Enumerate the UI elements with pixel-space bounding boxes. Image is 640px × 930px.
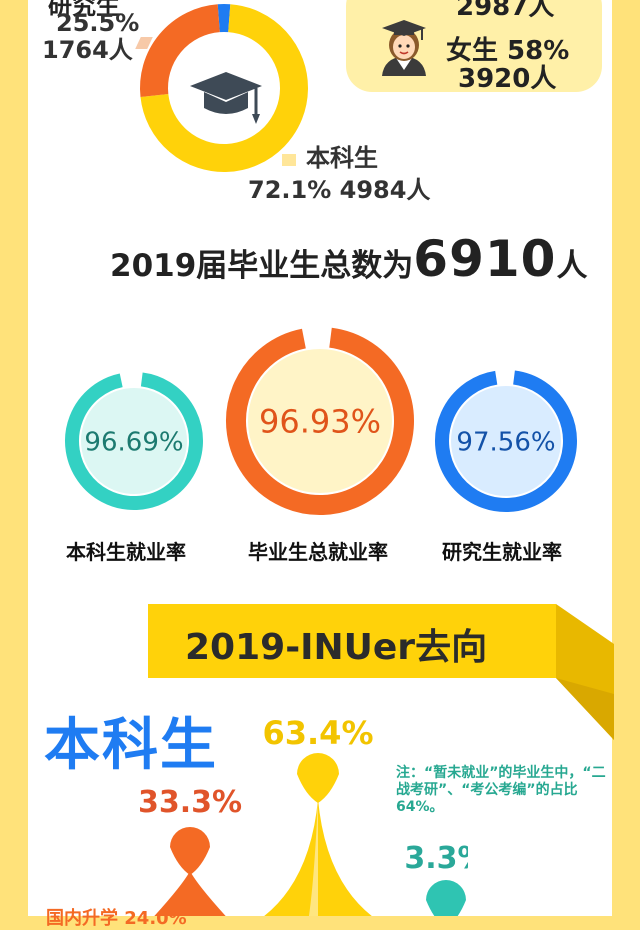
graduation-cap-icon <box>186 62 266 132</box>
total-prefix: 2019届毕业生总数为 <box>110 248 413 284</box>
bachelor-pointer <box>282 154 296 166</box>
female-graduate-icon <box>376 14 432 76</box>
destination-pin-0 <box>170 827 210 875</box>
destination-chart: 33.3% 63.4% 3.3% <box>28 710 468 916</box>
employment-rate-rings: 96.69% 96.93% 97.56% <box>28 320 612 520</box>
total-suffix: 人 <box>556 248 587 284</box>
rate-value-2: 97.56% <box>456 427 555 457</box>
masters-pct: 25.5% <box>56 9 139 37</box>
masters-rate-label: 研究生就业率 <box>442 536 562 565</box>
bachelor-stat: 72.1% 4984人 <box>248 176 430 204</box>
bachelor-rate-label: 本科生就业率 <box>66 536 186 565</box>
total-graduates-line: 2019届毕业生总数为6910人 <box>110 230 587 288</box>
total-number: 6910 <box>413 230 556 288</box>
total-rate-label: 毕业生总就业率 <box>248 536 388 565</box>
female-count: 3920人 <box>458 58 556 95</box>
domestic-study-label: 国内升学 24.0% <box>46 904 187 930</box>
destination-value-1: 63.4% <box>262 714 373 752</box>
rate-value-0: 96.69% <box>84 427 183 457</box>
bachelor-label: 本科生 <box>306 144 378 172</box>
masters-count: 1764人 <box>42 36 133 64</box>
destination-pin-2 <box>426 880 466 916</box>
rate-value-1: 96.93% <box>259 403 381 441</box>
destination-value-2: 3.3% <box>404 841 468 876</box>
banner-title: 2019-INUer去向 <box>185 618 487 670</box>
destination-value-0: 33.3% <box>138 785 242 820</box>
male-count: 2987人 <box>456 0 554 23</box>
destination-pin-1 <box>297 753 339 803</box>
